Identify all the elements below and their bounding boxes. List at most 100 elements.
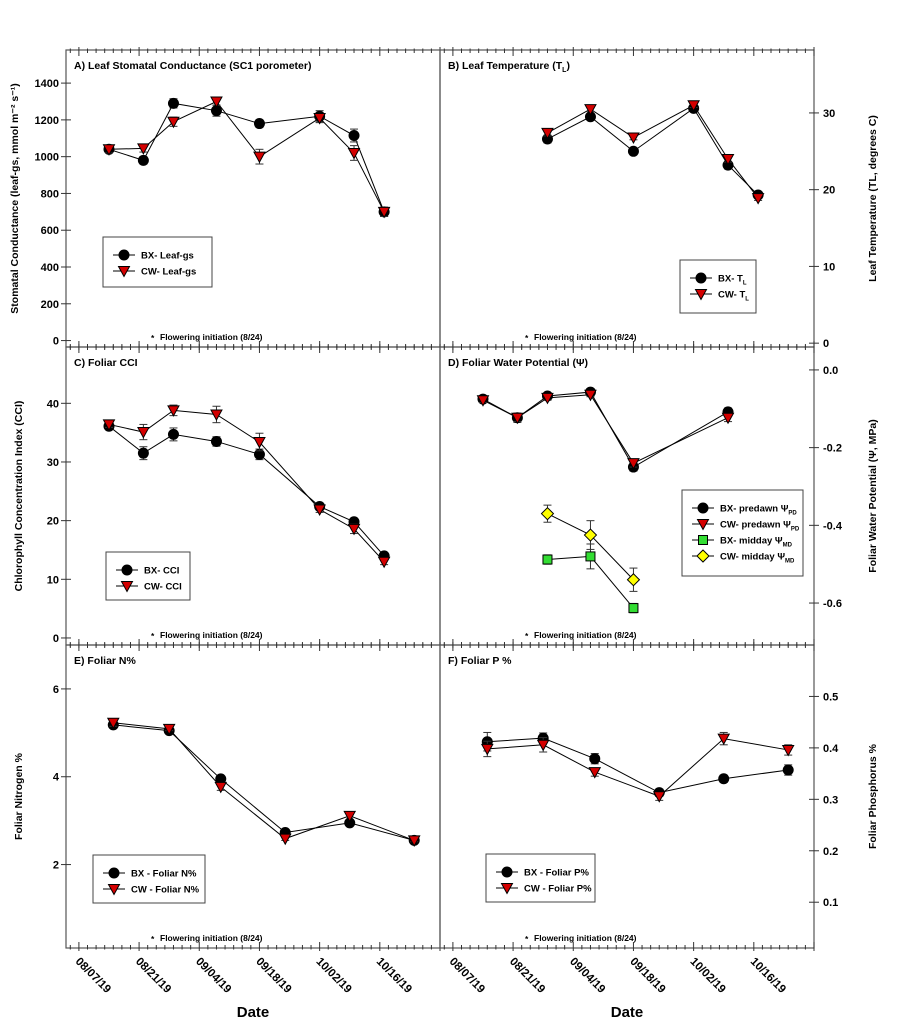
y-axis-label: Stomatal Conductance (leaf-gs, mmol m⁻² …: [9, 83, 21, 313]
annotation-flowering: Flowering initiation (8/24): [534, 933, 637, 943]
x-tick-label: 10/16/19: [748, 956, 788, 996]
panel-title-text: D) Foliar Water Potential (Ψ): [448, 357, 588, 369]
legend-label: CW- CCI: [144, 582, 182, 593]
data-point: [167, 97, 179, 109]
data-point: [584, 104, 597, 116]
data-point: [652, 791, 666, 803]
legend-marker: [500, 883, 514, 895]
data-point: [167, 428, 179, 440]
legend-label-text: CW- predawn Ψ: [720, 520, 791, 531]
legend-label: BX - Foliar P%: [524, 868, 589, 879]
legend-label-text: BX- Leaf-gs: [141, 251, 194, 262]
panel-frame: [65, 49, 441, 348]
y-tick-label: 10: [47, 574, 59, 586]
series-2: [542, 543, 639, 614]
data-point: [347, 523, 361, 536]
data-point: [542, 554, 553, 565]
data-point: [167, 405, 180, 417]
y-tick-label: 6: [53, 684, 59, 696]
data-point: [583, 528, 598, 542]
data-point: [721, 412, 735, 425]
panel-title: B) Leaf Temperature (TL): [448, 60, 570, 74]
data-point: [106, 717, 120, 730]
y-tick-label: 0.3: [823, 794, 838, 806]
series-0: [477, 386, 734, 473]
legend-marker: [117, 266, 131, 278]
panel-title-text: E) Foliar N%: [74, 655, 137, 667]
legend-box: [105, 551, 191, 601]
y-tick-label: 1000: [35, 152, 59, 164]
y-tick-label: 600: [41, 225, 59, 237]
legend-marker: [695, 272, 707, 284]
legend: BX - Foliar N% CW - Foliar N%: [92, 854, 206, 904]
y-tick-label: 20: [47, 516, 59, 528]
series-1: [476, 389, 735, 470]
data-point: [751, 193, 765, 205]
data-point: [480, 743, 494, 756]
data-point: [718, 773, 730, 785]
series-1: [102, 404, 391, 569]
data-point: [102, 419, 116, 431]
annotation-flowering: Flowering initiation (8/24): [160, 332, 263, 342]
legend-box: [679, 259, 757, 314]
data-point: [137, 154, 149, 166]
data-point: [627, 132, 640, 145]
legend-label-subscript: L: [745, 297, 749, 303]
legend-label: BX- predawn ΨPD: [720, 504, 797, 517]
y-tick-label: 800: [41, 188, 59, 200]
data-point: [167, 116, 180, 129]
data-point: [628, 603, 639, 614]
legend: BX- CCI CW- CCI: [105, 551, 191, 601]
data-point: [717, 733, 731, 746]
data-point: [137, 427, 150, 439]
y-tick-label: 0: [823, 338, 829, 350]
data-point: [536, 739, 550, 752]
legend: BX - Foliar P% CW - Foliar P%: [485, 853, 596, 903]
data-point: [626, 573, 641, 587]
data-point: [781, 744, 795, 757]
series-line: [547, 104, 759, 199]
legend-label: CW - Foliar P%: [524, 884, 592, 895]
y-tick-label: 0.5: [823, 691, 838, 703]
legend: BX- Leaf-gs CW- Leaf-gs: [102, 236, 213, 288]
panel-title-text: C) Foliar CCI: [74, 357, 138, 369]
x-tick-label: 08/21/19: [507, 956, 547, 996]
y-tick-label: 400: [41, 262, 59, 274]
y-tick-label: 200: [41, 299, 59, 311]
y-tick-label: 20: [823, 185, 835, 197]
x-tick-label: 08/21/19: [133, 956, 173, 996]
y-tick-label: 2: [53, 860, 59, 872]
panel-title-text: B) Leaf Temperature (T: [448, 60, 563, 72]
legend-label-text: CW- Leaf-gs: [141, 267, 196, 278]
data-point: [541, 127, 554, 140]
data-point: [253, 151, 266, 164]
y-axis-label: Leaf Temperature (TL, degrees C): [867, 115, 879, 282]
data-point: [407, 835, 421, 847]
legend-label-text: BX- midday Ψ: [720, 536, 783, 547]
x-axis-label: Date: [611, 1004, 644, 1021]
series-line: [113, 724, 415, 841]
data-point: [347, 147, 361, 160]
series-0: [103, 97, 390, 218]
legend-label: CW- TL: [718, 290, 749, 303]
data-point: [511, 412, 524, 425]
legend-marker: [697, 502, 709, 514]
data-point: [476, 395, 490, 407]
legend-marker: [501, 866, 513, 878]
x-tick-label: 09/04/19: [193, 956, 233, 996]
annotation-asterisk: *: [151, 631, 155, 641]
x-tick-label: 08/07/19: [73, 956, 113, 996]
series-line: [108, 100, 385, 213]
series-1: [102, 96, 391, 219]
y-tick-label: 0: [53, 336, 59, 348]
series-3: [540, 504, 641, 592]
panel-title-subscript: L: [562, 67, 567, 74]
panel-frame: [439, 644, 815, 949]
panel-title-end: ): [566, 60, 570, 72]
y-axis-label: Foliar Nitrogen %: [13, 752, 25, 840]
data-point: [313, 504, 326, 517]
legend-label-text: CW - Foliar P%: [524, 884, 592, 895]
legend-label-text: BX- CCI: [144, 566, 179, 577]
